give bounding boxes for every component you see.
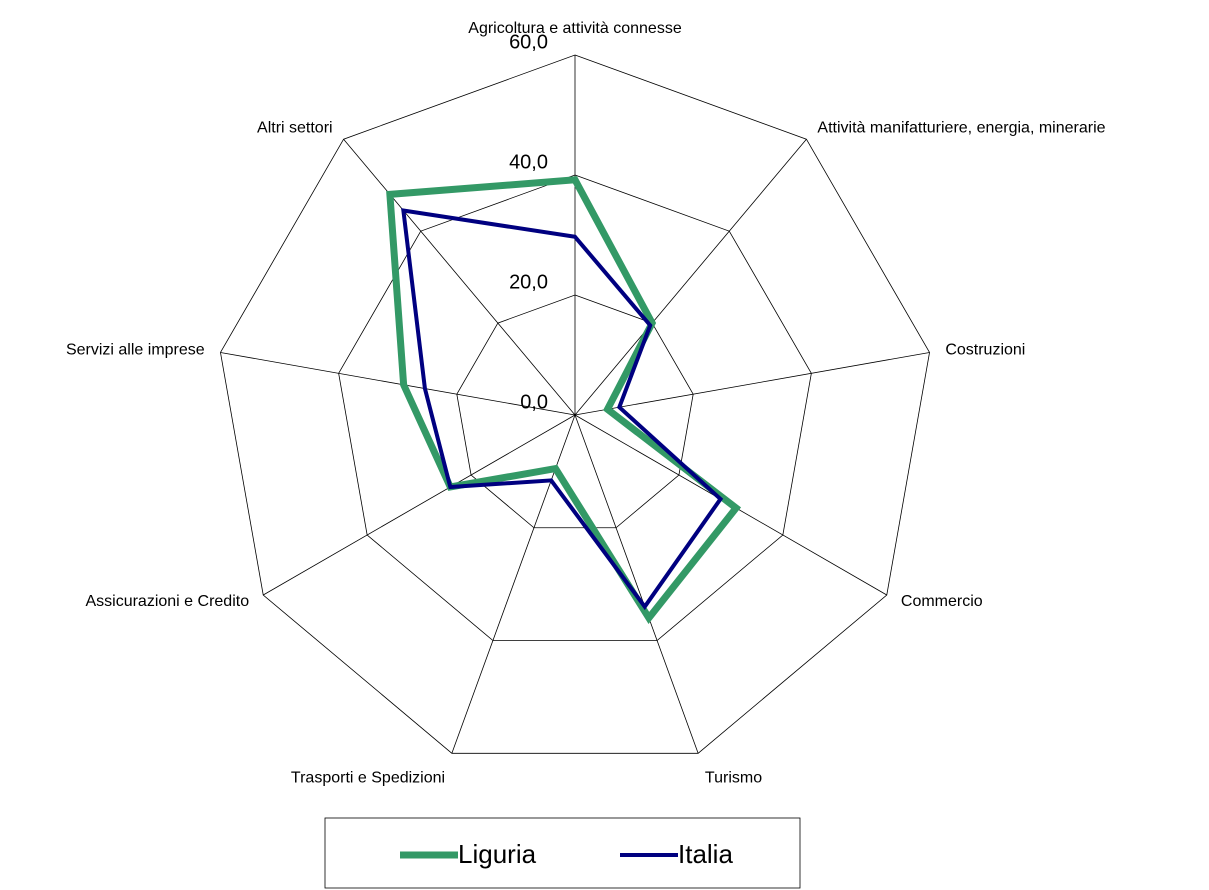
category-label: Agricoltura e attività connesse: [468, 20, 682, 37]
axis-spoke: [220, 352, 576, 416]
category-label: Assicurazioni e Credito: [85, 593, 249, 610]
grid-ring: [220, 54, 930, 754]
category-label: Commercio: [901, 593, 983, 610]
axis-spoke: [263, 414, 576, 596]
grid-ring: [338, 174, 812, 641]
axis-spoke: [343, 138, 576, 416]
axis-spoke: [574, 414, 699, 754]
axis-spoke: [574, 352, 930, 416]
series-line: [401, 208, 724, 611]
legend-label: Liguria: [458, 839, 537, 869]
tick-label: 60,0: [509, 31, 548, 53]
series-line: [386, 176, 742, 625]
tick-label: 0,0: [520, 391, 548, 413]
legend-label: Italia: [678, 839, 733, 869]
tick-label: 20,0: [509, 271, 548, 293]
category-label: Servizi alle imprese: [66, 341, 205, 358]
tick-label: 40,0: [509, 151, 548, 173]
category-label: Turismo: [705, 770, 762, 787]
category-label: Altri settori: [257, 120, 333, 137]
grid-ring: [456, 294, 694, 529]
category-label: Trasporti e Spedizioni: [291, 770, 445, 787]
axis-spoke: [574, 138, 807, 416]
category-label: Costruzioni: [945, 341, 1025, 358]
category-label: Attività manifatturiere, energia, minera…: [817, 120, 1105, 137]
